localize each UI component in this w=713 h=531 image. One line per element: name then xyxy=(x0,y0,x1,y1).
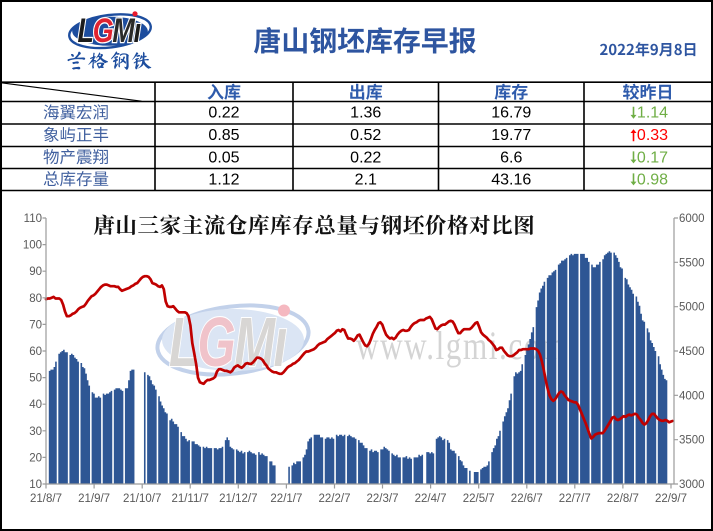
svg-text:30: 30 xyxy=(29,426,42,438)
svg-text:6.6: 6.6 xyxy=(500,149,522,166)
svg-text:1.14: 1.14 xyxy=(637,105,668,122)
svg-text:0.17: 0.17 xyxy=(637,149,668,166)
svg-text:22/1/7: 22/1/7 xyxy=(270,493,302,505)
svg-text:2.1: 2.1 xyxy=(355,171,377,188)
svg-text:1.12: 1.12 xyxy=(208,171,239,188)
svg-text:4500: 4500 xyxy=(679,346,705,358)
svg-text:22/4/7: 22/4/7 xyxy=(415,493,447,505)
svg-text:0.05: 0.05 xyxy=(208,149,239,166)
svg-text:0.52: 0.52 xyxy=(350,127,381,144)
svg-text:21/8/7: 21/8/7 xyxy=(30,493,62,505)
svg-text:5000: 5000 xyxy=(679,302,705,314)
svg-text:0.98: 0.98 xyxy=(637,171,668,188)
svg-text:3500: 3500 xyxy=(679,435,705,447)
svg-text:5500: 5500 xyxy=(679,257,705,269)
svg-text:4000: 4000 xyxy=(679,390,705,402)
svg-text:50: 50 xyxy=(29,373,42,385)
svg-text:22/2/7: 22/2/7 xyxy=(319,493,351,505)
svg-text:22/8/7: 22/8/7 xyxy=(607,493,639,505)
svg-text:43.16: 43.16 xyxy=(491,171,531,188)
svg-text:40: 40 xyxy=(29,399,42,411)
svg-text:80: 80 xyxy=(29,293,42,305)
svg-text:22/9/7: 22/9/7 xyxy=(655,493,687,505)
svg-text:22/7/7: 22/7/7 xyxy=(559,493,591,505)
svg-text:21/11/7: 21/11/7 xyxy=(171,493,209,505)
svg-text:110: 110 xyxy=(24,213,42,225)
svg-text:0.33: 0.33 xyxy=(637,127,668,144)
svg-text:70: 70 xyxy=(29,319,42,331)
svg-text:3000: 3000 xyxy=(679,479,705,491)
svg-text:0.22: 0.22 xyxy=(208,105,239,122)
svg-text:0.22: 0.22 xyxy=(350,149,381,166)
svg-text:10: 10 xyxy=(29,479,42,491)
svg-text:LGMı: LGMı xyxy=(78,12,141,50)
svg-text:LGMı: LGMı xyxy=(169,302,287,381)
svg-text:21/12/7: 21/12/7 xyxy=(219,493,257,505)
svg-text:90: 90 xyxy=(29,266,42,278)
svg-text:1.36: 1.36 xyxy=(350,105,381,122)
svg-text:60: 60 xyxy=(29,346,42,358)
svg-text:19.77: 19.77 xyxy=(491,127,531,144)
svg-text:22/6/7: 22/6/7 xyxy=(511,493,543,505)
svg-text:21/9/7: 21/9/7 xyxy=(78,493,110,505)
svg-text:16.79: 16.79 xyxy=(491,105,531,122)
svg-text:21/10/7: 21/10/7 xyxy=(123,493,161,505)
svg-text:100: 100 xyxy=(23,240,42,252)
svg-text:22/5/7: 22/5/7 xyxy=(463,493,495,505)
svg-text:20: 20 xyxy=(29,452,42,464)
svg-text:22/3/7: 22/3/7 xyxy=(367,493,399,505)
svg-text:0.85: 0.85 xyxy=(208,127,239,144)
svg-text:6000: 6000 xyxy=(679,213,705,225)
